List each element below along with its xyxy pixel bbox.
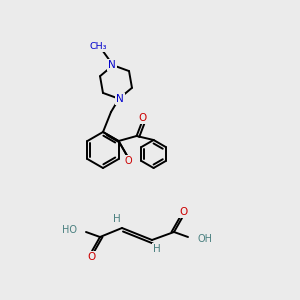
Text: N: N — [116, 94, 124, 104]
Text: HO: HO — [62, 225, 77, 235]
Text: H: H — [153, 244, 161, 254]
Text: H: H — [113, 214, 121, 224]
Text: O: O — [139, 113, 147, 123]
Text: OH: OH — [197, 234, 212, 244]
Text: O: O — [87, 252, 95, 262]
Text: N: N — [108, 60, 116, 70]
Text: CH₃: CH₃ — [89, 42, 107, 51]
Text: O: O — [125, 156, 132, 166]
Text: O: O — [179, 207, 187, 217]
